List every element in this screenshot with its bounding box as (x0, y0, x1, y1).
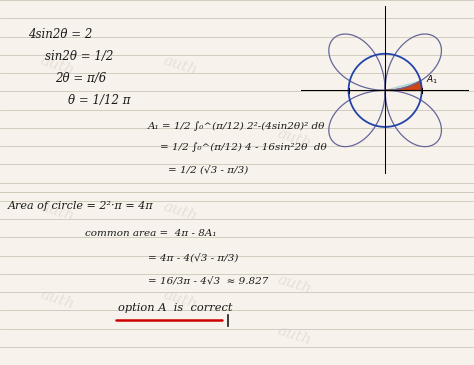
Text: auth: auth (38, 200, 76, 224)
Text: auth: auth (161, 287, 199, 311)
Text: = 4π - 4(√3 - π/3): = 4π - 4(√3 - π/3) (148, 253, 238, 262)
Text: = 1/2 (√3 - π/3): = 1/2 (√3 - π/3) (168, 165, 248, 174)
Text: Area of circle = 2²·π = 4π: Area of circle = 2²·π = 4π (8, 201, 154, 211)
Text: = 16/3π - 4√3  ≈ 9.827: = 16/3π - 4√3 ≈ 9.827 (148, 277, 268, 285)
Text: $A_1$: $A_1$ (426, 74, 438, 86)
Text: 2θ = π/6: 2θ = π/6 (55, 72, 106, 85)
Polygon shape (385, 81, 422, 90)
Text: auth: auth (275, 273, 313, 297)
Text: θ = 1/12 π: θ = 1/12 π (68, 94, 130, 107)
Text: common area =  4π - 8A₁: common area = 4π - 8A₁ (85, 229, 217, 238)
Text: option A  is  correct: option A is correct (118, 303, 233, 314)
Text: auth: auth (275, 127, 313, 151)
Text: 4sin2θ = 2: 4sin2θ = 2 (28, 28, 92, 41)
Text: auth: auth (275, 324, 313, 348)
Polygon shape (385, 81, 420, 90)
Text: auth: auth (161, 200, 199, 224)
Text: = 1/2 ∫₀^(π/12) 4 - 16sin²2θ  dθ: = 1/2 ∫₀^(π/12) 4 - 16sin²2θ dθ (160, 143, 327, 153)
Text: auth: auth (38, 54, 76, 78)
Text: auth: auth (38, 287, 76, 311)
Text: A₁ = 1/2 ∫₀^(π/12) 2²-(4sin2θ)² dθ: A₁ = 1/2 ∫₀^(π/12) 2²-(4sin2θ)² dθ (148, 121, 325, 131)
Text: sin2θ = 1/2: sin2θ = 1/2 (45, 50, 113, 63)
Text: auth: auth (161, 54, 199, 78)
